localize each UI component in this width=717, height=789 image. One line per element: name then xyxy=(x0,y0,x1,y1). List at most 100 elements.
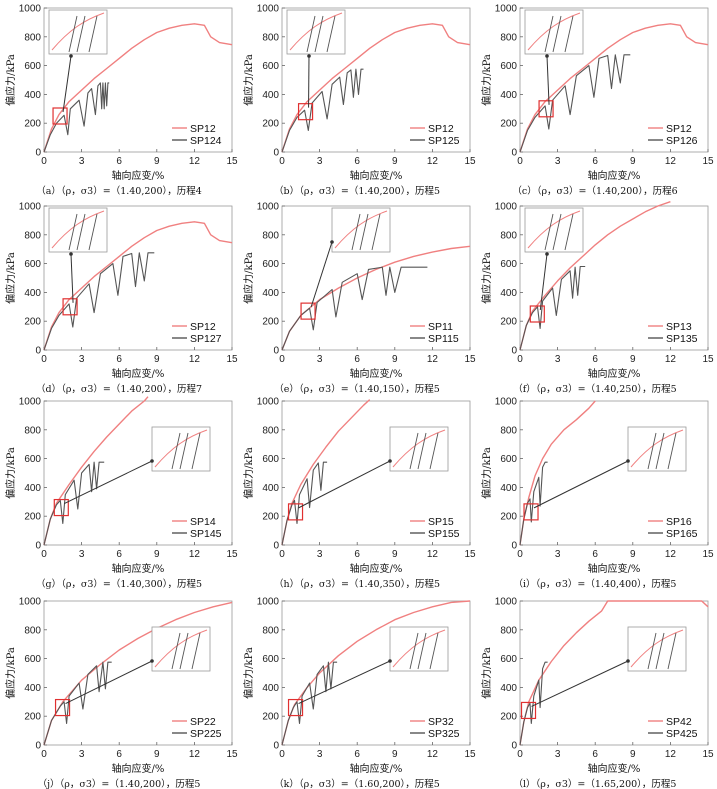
y-tick-label: 200 xyxy=(24,512,41,523)
x-tick-label: 6 xyxy=(116,549,122,560)
x-axis-label: 轴向应变/% xyxy=(350,367,403,380)
y-tick-label: 600 xyxy=(24,654,41,665)
x-tick-label: 3 xyxy=(317,549,323,560)
legend-label-SP12: SP12 xyxy=(428,123,454,135)
y-tick-label: 1000 xyxy=(495,397,518,408)
legend-label-SP165: SP165 xyxy=(666,528,698,540)
x-tick-label: 12 xyxy=(189,749,201,760)
y-tick-label: 1000 xyxy=(19,202,42,213)
x-tick-label: 6 xyxy=(592,156,598,167)
legend-label-SP135: SP135 xyxy=(666,333,698,345)
y-axis-label: 偏应力/kPa xyxy=(480,647,493,699)
x-tick-label: 12 xyxy=(427,549,439,560)
x-tick-label: 3 xyxy=(79,549,85,560)
y-tick-label: 200 xyxy=(262,317,279,328)
x-tick-label: 6 xyxy=(354,749,360,760)
y-tick-label: 400 xyxy=(500,683,517,694)
y-tick-label: 200 xyxy=(262,712,279,723)
legend-label-SP15: SP15 xyxy=(428,516,454,528)
y-tick-label: 400 xyxy=(262,90,279,101)
x-tick-label: 9 xyxy=(630,749,636,760)
y-tick-label: 0 xyxy=(511,148,517,159)
y-axis-label: 偏应力/kPa xyxy=(242,447,255,499)
y-tick-label: 800 xyxy=(500,32,517,43)
y-tick-label: 600 xyxy=(262,259,279,270)
legend-label-SP12: SP12 xyxy=(190,123,216,135)
x-axis-label: 轴向应变/% xyxy=(112,367,165,380)
series-line-SP124 xyxy=(44,83,109,152)
panel-caption: （g）（ρ，σ3）=（1.40,300），历程5 xyxy=(36,578,202,590)
y-axis-label: 偏应力/kPa xyxy=(480,252,493,304)
panel-caption: （c）（ρ，σ3）=（1.40,200），历程6 xyxy=(512,185,677,197)
x-tick-label: 3 xyxy=(79,156,85,167)
y-tick-label: 400 xyxy=(24,90,41,101)
legend-label-SP127: SP127 xyxy=(190,333,222,345)
y-tick-label: 800 xyxy=(262,425,279,436)
zoom-arrow-head xyxy=(388,459,392,463)
x-tick-label: 12 xyxy=(189,156,201,167)
y-tick-label: 800 xyxy=(262,625,279,636)
y-tick-label: 800 xyxy=(24,625,41,636)
x-axis-label: 轴向应变/% xyxy=(588,169,641,182)
x-tick-label: 0 xyxy=(279,749,285,760)
x-tick-label: 3 xyxy=(555,549,561,560)
x-tick-label: 12 xyxy=(427,156,439,167)
y-tick-label: 200 xyxy=(24,317,41,328)
zoom-arrow-head xyxy=(626,459,630,463)
y-axis-label: 偏应力/kPa xyxy=(4,54,17,106)
y-axis-label: 偏应力/kPa xyxy=(4,252,17,304)
x-tick-label: 3 xyxy=(79,354,85,365)
x-tick-label: 9 xyxy=(630,354,636,365)
y-tick-label: 600 xyxy=(500,259,517,270)
x-tick-label: 6 xyxy=(116,749,122,760)
x-axis-label: 轴向应变/% xyxy=(112,762,165,775)
y-tick-label: 0 xyxy=(273,741,279,752)
x-tick-label: 12 xyxy=(189,354,201,365)
y-axis-label: 偏应力/kPa xyxy=(480,447,493,499)
y-tick-label: 1000 xyxy=(257,397,280,408)
x-tick-label: 0 xyxy=(41,749,47,760)
y-tick-label: 600 xyxy=(500,61,517,72)
x-tick-label: 3 xyxy=(79,749,85,760)
y-tick-label: 400 xyxy=(500,483,517,494)
x-tick-label: 12 xyxy=(665,354,677,365)
y-tick-label: 600 xyxy=(262,61,279,72)
y-tick-label: 800 xyxy=(262,32,279,43)
y-tick-label: 800 xyxy=(262,230,279,241)
y-tick-label: 600 xyxy=(262,454,279,465)
series-line-SP325 xyxy=(282,662,337,745)
y-tick-label: 800 xyxy=(24,230,41,241)
legend-label-SP115: SP115 xyxy=(428,333,459,345)
series-line-SP125 xyxy=(282,69,364,152)
x-tick-label: 0 xyxy=(279,549,285,560)
y-tick-label: 800 xyxy=(500,625,517,636)
zoom-arrow xyxy=(71,254,73,303)
y-tick-label: 800 xyxy=(24,425,41,436)
zoom-arrow xyxy=(532,661,628,706)
series-line-SP225 xyxy=(44,662,112,745)
y-tick-label: 0 xyxy=(35,541,41,552)
x-tick-label: 6 xyxy=(592,354,598,365)
x-tick-label: 15 xyxy=(702,749,714,760)
x-tick-label: 9 xyxy=(154,749,160,760)
x-tick-label: 0 xyxy=(41,354,47,365)
y-tick-label: 400 xyxy=(500,288,517,299)
x-axis-label: 轴向应变/% xyxy=(350,169,403,182)
legend-label-SP325: SP325 xyxy=(428,728,460,740)
y-tick-label: 400 xyxy=(262,288,279,299)
x-tick-label: 6 xyxy=(354,156,360,167)
legend-label-SP126: SP126 xyxy=(666,135,698,147)
y-axis-label: 偏应力/kPa xyxy=(480,54,493,106)
zoom-arrow-head xyxy=(69,252,73,256)
zoom-arrow-head xyxy=(307,54,311,58)
legend-label-SP42: SP42 xyxy=(666,716,692,728)
x-tick-label: 9 xyxy=(392,549,398,560)
